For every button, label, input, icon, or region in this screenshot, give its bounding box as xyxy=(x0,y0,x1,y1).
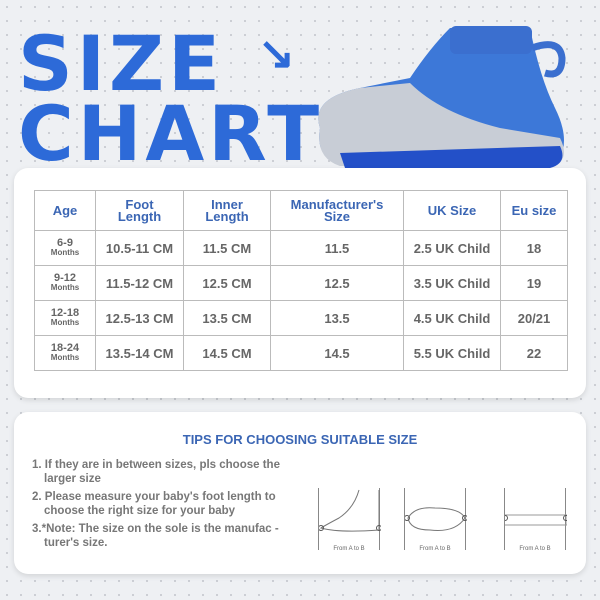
tip-item: 2. Please measure your baby's foot lengt… xyxy=(32,491,276,517)
tip-item: 3.*Note: The size on the sole is the man… xyxy=(32,523,279,549)
cell-eu: 20/21 xyxy=(500,300,568,336)
header-uk-size: UK Size xyxy=(403,190,501,231)
diagram-label: From A to B xyxy=(333,546,365,552)
header-foot-length: Foot Length xyxy=(95,190,184,231)
header-inner-length: Inner Length xyxy=(183,190,271,231)
cell-foot: 12.5-13 CM xyxy=(95,300,184,336)
arrow-icon: ↘ xyxy=(258,29,295,78)
cell-foot: 13.5-14 CM xyxy=(95,335,184,371)
size-table: Age Foot Length Inner Length Manufacture… xyxy=(34,190,568,371)
cell-age: 9-12 Months xyxy=(34,265,96,301)
age-unit: Months xyxy=(50,248,80,257)
cell-mfr: 13.5 xyxy=(270,300,404,336)
cell-uk: 3.5 UK Child xyxy=(403,265,501,301)
foot-top-diagram: From A to B xyxy=(404,488,467,552)
shoe-image xyxy=(318,26,566,168)
cell-eu: 22 xyxy=(500,335,568,371)
cell-eu: 19 xyxy=(500,265,568,301)
title-size: SIZE xyxy=(18,19,225,108)
cell-uk: 4.5 UK Child xyxy=(403,300,501,336)
cell-uk: 5.5 UK Child xyxy=(403,335,501,371)
cell-inner: 13.5 CM xyxy=(183,300,271,336)
age-range: 12-18 xyxy=(50,307,80,319)
cell-age: 18-24 Months xyxy=(34,335,96,371)
age-unit: Months xyxy=(50,318,80,327)
age-unit: Months xyxy=(50,353,80,362)
cell-mfr: 11.5 xyxy=(270,230,404,266)
tip-item: 1. If they are in between sizes, pls cho… xyxy=(32,459,280,485)
table-row: 6-9 Months 10.5-11 CM 11.5 CM 11.5 2.5 UK Chi… xyxy=(34,230,568,266)
header-age: Age xyxy=(34,190,96,231)
age-range: 9-12 xyxy=(53,272,77,284)
cell-uk: 2.5 UK Child xyxy=(403,230,501,266)
tips-title: TIPS FOR CHOOSING SUITABLE SIZE xyxy=(182,432,418,447)
ruler-diagram: From A to B xyxy=(504,488,567,552)
cell-age: 12-18 Months xyxy=(34,300,96,336)
cell-inner: 14.5 CM xyxy=(183,335,271,371)
cell-age: 6-9 Months xyxy=(34,230,96,266)
cell-mfr: 12.5 xyxy=(270,265,404,301)
size-table-card: Age Foot Length Inner Length Manufacture… xyxy=(14,168,586,398)
table-row: 12-18 Months 12.5-13 CM 13.5 CM 13.5 4.5 UK C… xyxy=(34,300,568,336)
diagram-label: From A to B xyxy=(519,546,551,552)
age-range: 6-9 xyxy=(57,237,73,249)
cell-mfr: 14.5 xyxy=(270,335,404,371)
foot-side-diagram: From A to B xyxy=(318,488,381,552)
tips-list: 1. If they are in between sizes, pls cho… xyxy=(32,458,312,554)
cell-eu: 18 xyxy=(500,230,568,266)
cell-foot: 10.5-11 CM xyxy=(95,230,184,266)
header-eu-size: Eu size xyxy=(500,190,568,231)
header-manufacturer-size: Manufacturer's Size xyxy=(270,190,404,231)
table-row: 9-12 Months 11.5-12 CM 12.5 CM 12.5 3.5 UK Ch… xyxy=(34,265,568,301)
cell-inner: 12.5 CM xyxy=(183,265,271,301)
diagram-label: From A to B xyxy=(419,546,451,552)
age-range: 18-24 xyxy=(50,342,80,354)
cell-foot: 11.5-12 CM xyxy=(95,265,184,301)
title-chart: CHART xyxy=(18,89,324,178)
cell-inner: 11.5 CM xyxy=(183,230,271,266)
table-row: 18-24 Months 13.5-14 CM 14.5 CM 14.5 5.5 UK C… xyxy=(34,335,568,371)
tips-card: TIPS FOR CHOOSING SUITABLE SIZE 1. If th… xyxy=(14,412,586,574)
age-unit: Months xyxy=(50,283,80,292)
